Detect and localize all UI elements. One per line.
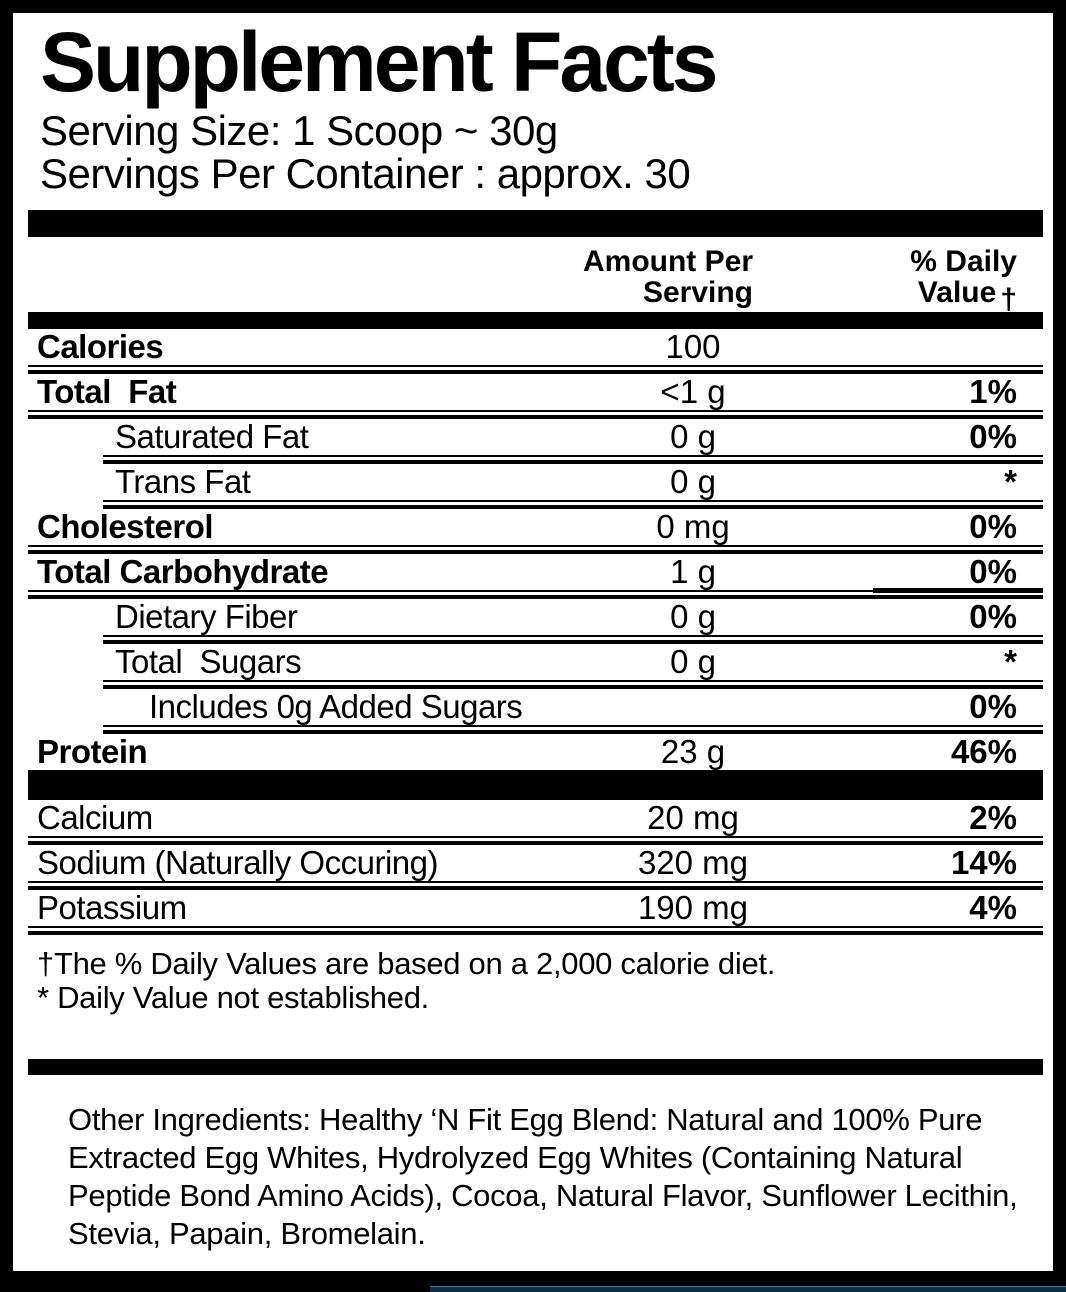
panel-title: Supplement Facts bbox=[40, 15, 718, 109]
row-separator bbox=[28, 587, 1043, 599]
nutrient-dv: 0% bbox=[969, 417, 1017, 455]
nutrient-amount: 190 mg bbox=[637, 888, 749, 926]
nutrient-name: Total Fat bbox=[37, 372, 177, 410]
nutrient-amount: 20 mg bbox=[647, 798, 739, 836]
row-separator bbox=[28, 880, 1043, 890]
nutrient-row-protein: Protein 23 g 46% bbox=[28, 732, 1043, 770]
nutrient-row-potassium: Potassium 190 mg 4% bbox=[28, 888, 1043, 926]
nutrient-name: Protein bbox=[37, 732, 148, 770]
nutrient-amount: <1 g bbox=[660, 372, 726, 410]
row-separator-indented bbox=[103, 634, 1043, 644]
nutrient-amount: 320 mg bbox=[637, 843, 749, 881]
nutrient-row-total-sugars: Total Sugars 0 g * bbox=[28, 642, 1043, 680]
nutrient-row-total-carbohydrate: Total Carbohydrate 1 g 0% bbox=[28, 552, 1043, 590]
column-header-row: Amount Per Serving % Daily Value † bbox=[28, 244, 1043, 315]
row-separator-indented bbox=[103, 499, 1043, 509]
supplement-facts-panel: Supplement Facts Serving Size: 1 Scoop ~… bbox=[13, 13, 1053, 1271]
nutrient-dv: 0% bbox=[969, 507, 1017, 545]
divider-bar-ingredients bbox=[28, 1058, 1043, 1075]
row-separator bbox=[28, 409, 1043, 419]
nutrient-dv: 1% bbox=[969, 372, 1017, 410]
nutrient-dv: 0% bbox=[969, 597, 1017, 635]
nutrient-name: Saturated Fat bbox=[115, 417, 309, 455]
nutrient-dv: 14% bbox=[950, 843, 1017, 881]
nutrient-row-added-sugars: Includes 0g Added Sugars 0% bbox=[28, 687, 1043, 725]
row-separator bbox=[28, 835, 1043, 845]
nutrient-amount: 0 g bbox=[670, 642, 716, 680]
nutrient-dv: 46% bbox=[950, 732, 1017, 770]
daily-value-header: % Daily Value † bbox=[910, 244, 1017, 315]
nutrient-name: Trans Fat bbox=[115, 462, 251, 500]
nutrient-row-calcium: Calcium 20 mg 2% bbox=[28, 798, 1043, 836]
dv-header-line2: Value † bbox=[910, 275, 1017, 315]
bottom-accent-strip bbox=[430, 1286, 1066, 1292]
nutrient-dv: 0% bbox=[969, 687, 1017, 725]
row-separator-indented bbox=[103, 454, 1043, 464]
nutrient-amount: 23 g bbox=[660, 732, 726, 770]
amount-per-serving-header: Amount Per Serving bbox=[583, 246, 753, 308]
nutrient-name: Dietary Fiber bbox=[115, 597, 298, 635]
nutrient-amount: 100 bbox=[665, 327, 721, 365]
divider-bar-protein bbox=[28, 769, 1043, 800]
other-ingredients-text: Other Ingredients: Healthy ‘N Fit Egg Bl… bbox=[68, 1101, 1018, 1251]
amount-header-line1: Amount Per bbox=[582, 244, 753, 278]
row-separator-indented bbox=[103, 724, 1043, 734]
nutrient-name: Includes 0g Added Sugars bbox=[149, 687, 523, 725]
nutrient-dv: 2% bbox=[969, 798, 1017, 836]
footnotes: †The % Daily Values are based on a 2,000… bbox=[37, 945, 1043, 1015]
divider-bar-header bbox=[28, 311, 1043, 329]
nutrient-dv: * bbox=[1004, 462, 1017, 500]
nutrient-name: Cholesterol bbox=[37, 507, 214, 545]
divider-bar-top bbox=[28, 209, 1043, 237]
row-separator bbox=[28, 925, 1043, 935]
dagger-symbol: † bbox=[1000, 282, 1017, 316]
serving-size-text: Serving Size: 1 Scoop ~ 30g bbox=[40, 107, 558, 155]
nutrient-row-total-fat: Total Fat <1 g 1% bbox=[28, 372, 1043, 410]
nutrient-amount: 1 g bbox=[670, 552, 716, 590]
nutrient-name: Sodium (Naturally Occuring) bbox=[37, 843, 438, 881]
dv-header-value-word: Value bbox=[917, 275, 997, 309]
nutrient-name: Total Sugars bbox=[115, 642, 302, 680]
nutrient-amount: 0 g bbox=[670, 597, 716, 635]
footnote-daily-values: †The % Daily Values are based on a 2,000… bbox=[37, 945, 776, 981]
row-separator bbox=[28, 544, 1043, 554]
nutrient-row-saturated-fat: Saturated Fat 0 g 0% bbox=[28, 417, 1043, 455]
footnote-not-established: * Daily Value not established. bbox=[37, 979, 429, 1015]
nutrient-name: Calcium bbox=[37, 798, 153, 836]
nutrient-row-calories: Calories 100 bbox=[28, 327, 1043, 365]
nutrient-amount: 0 mg bbox=[656, 507, 730, 545]
nutrient-row-sodium: Sodium (Naturally Occuring) 320 mg 14% bbox=[28, 843, 1043, 881]
row-separator-indented bbox=[103, 679, 1043, 689]
nutrient-name: Potassium bbox=[37, 888, 187, 926]
nutrient-dv: 4% bbox=[969, 888, 1017, 926]
amount-header-line2: Serving bbox=[642, 275, 753, 309]
servings-per-container-text: Servings Per Container : approx. 30 bbox=[40, 149, 691, 197]
nutrient-row-cholesterol: Cholesterol 0 mg 0% bbox=[28, 507, 1043, 545]
dv-underline-mark bbox=[873, 587, 1043, 593]
nutrient-amount: 0 g bbox=[670, 417, 716, 455]
nutrient-row-trans-fat: Trans Fat 0 g * bbox=[28, 462, 1043, 500]
nutrient-name: Calories bbox=[37, 327, 164, 365]
nutrient-dv: 0% bbox=[969, 552, 1017, 590]
nutrient-dv: * bbox=[1004, 642, 1017, 680]
nutrient-row-dietary-fiber: Dietary Fiber 0 g 0% bbox=[28, 597, 1043, 635]
row-separator bbox=[28, 364, 1043, 374]
nutrient-name: Total Carbohydrate bbox=[37, 552, 329, 590]
dv-header-line1: % Daily bbox=[910, 244, 1017, 278]
nutrient-amount: 0 g bbox=[670, 462, 716, 500]
